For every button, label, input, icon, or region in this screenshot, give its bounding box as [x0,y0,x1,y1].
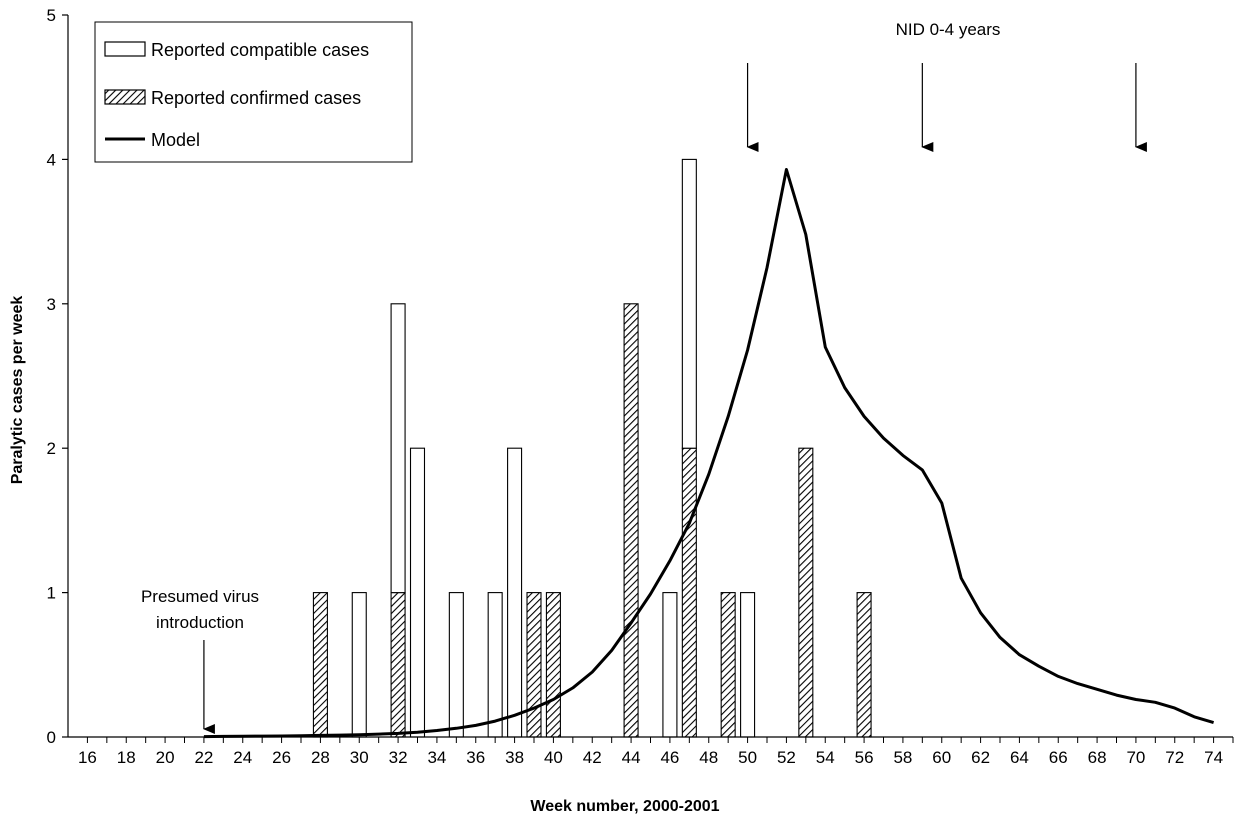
bar-confirmed-week-28 [312,592,328,738]
y-tick-label-4: 4 [47,150,56,169]
y-axis-title: Paralytic cases per week [9,296,26,485]
x-tick-label-26: 26 [272,748,291,767]
bar-confirmed-week-39 [526,592,542,738]
x-tick-label-20: 20 [156,748,175,767]
legend-swatch-confirmed [104,89,146,105]
y-tick-label-3: 3 [47,295,56,314]
annotation-virus-line2: introduction [156,613,244,632]
x-tick-label-66: 66 [1049,748,1068,767]
x-tick-label-58: 58 [893,748,912,767]
bar-compatible-week-46 [662,592,678,738]
legend-swatch-compatible [104,41,146,57]
x-axis-title: Week number, 2000-2001 [530,798,719,815]
bar-compatible-week-38 [507,447,523,738]
annotation-nid-label: NID 0-4 years [896,20,1001,39]
legend-label-compatible: Reported compatible cases [151,40,369,60]
bar-compatible-week-32 [390,303,406,594]
bar-compatible-week-33 [409,447,426,738]
legend-label-confirmed: Reported confirmed cases [151,88,361,108]
x-tick-label-72: 72 [1165,748,1184,767]
x-tick-label-62: 62 [971,748,990,767]
bar-confirmed-week-47 [681,447,697,738]
bar-confirmed-week-49 [720,592,736,738]
virus-introduction-annotation: Presumed virus introduction [141,587,259,734]
x-tick-label-52: 52 [777,748,796,767]
x-tick-label-44: 44 [622,748,641,767]
legend: Reported compatible cases Reported confi… [94,21,413,163]
y-tick-label-0: 0 [47,728,56,747]
x-tick-label-24: 24 [233,748,252,767]
bar-confirmed-week-32 [390,592,406,738]
bar-confirmed-week-56 [856,592,872,738]
x-tick-label-48: 48 [699,748,718,767]
bars-layer [312,158,872,738]
bar-compatible-week-50 [740,592,756,738]
x-tick-label-54: 54 [816,748,835,767]
x-tick-label-60: 60 [932,748,951,767]
y-tick-label-2: 2 [47,439,56,458]
x-tick-label-16: 16 [78,748,97,767]
bar-confirmed-week-40 [545,592,561,738]
x-tick-label-42: 42 [583,748,602,767]
x-tick-label-64: 64 [1010,748,1029,767]
x-tick-label-50: 50 [738,748,757,767]
y-tick-label-5: 5 [47,6,56,25]
x-tick-label-70: 70 [1126,748,1145,767]
x-tick-label-28: 28 [311,748,330,767]
bar-compatible-week-30 [351,592,367,738]
legend-label-model: Model [151,130,200,150]
x-tick-label-22: 22 [194,748,213,767]
bar-confirmed-week-44 [623,303,639,738]
annotation-virus-line1: Presumed virus [141,587,259,606]
nid-annotation: NID 0-4 years [746,20,1147,152]
bar-compatible-week-35 [448,592,464,738]
y-tick-label-1: 1 [47,584,56,603]
bar-compatible-week-47 [681,158,697,449]
bar-compatible-week-37 [487,592,503,738]
bar-confirmed-week-53 [798,447,814,738]
legend-box [94,21,413,163]
x-tick-label-40: 40 [544,748,563,767]
x-tick-label-68: 68 [1088,748,1107,767]
x-tick-label-32: 32 [389,748,408,767]
x-tick-label-74: 74 [1204,748,1223,767]
x-tick-label-56: 56 [855,748,874,767]
x-tick-label-34: 34 [427,748,446,767]
model-line [203,168,1215,739]
x-tick-label-18: 18 [117,748,136,767]
x-tick-label-36: 36 [466,748,485,767]
x-tick-label-30: 30 [350,748,369,767]
x-tick-label-38: 38 [505,748,524,767]
x-tick-label-46: 46 [660,748,679,767]
